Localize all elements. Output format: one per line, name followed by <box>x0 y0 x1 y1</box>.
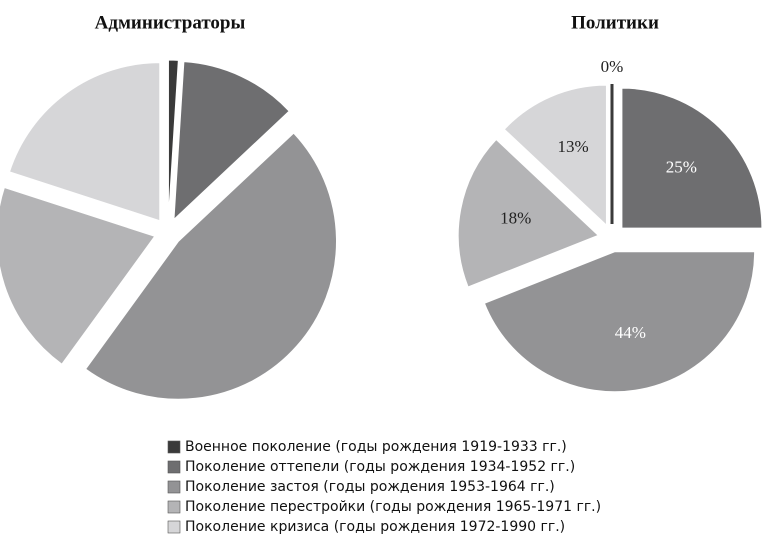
data-label: 44% <box>615 323 646 342</box>
legend-label: Поколение застоя (годы рождения 1953-196… <box>185 479 555 495</box>
legend-swatch <box>167 500 181 514</box>
pie-slice <box>8 62 161 222</box>
pie-slice <box>483 251 756 393</box>
pie-slice <box>457 138 600 288</box>
data-label: 13% <box>557 137 588 156</box>
pie-slice <box>621 87 763 229</box>
pie-slice <box>503 84 607 227</box>
data-label: 0% <box>601 57 624 76</box>
chart-title: Администраторы <box>95 12 246 33</box>
data-label: 18% <box>500 209 531 228</box>
pie-slice <box>0 186 156 365</box>
legend-swatch <box>167 520 181 534</box>
legend-label: Поколение кризиса (годы рождения 1972-19… <box>185 519 565 535</box>
legend-swatch <box>167 480 181 494</box>
data-label: 25% <box>666 158 697 177</box>
pie-slice <box>167 59 179 219</box>
chart-title: Политики <box>571 12 659 33</box>
legend-swatch <box>167 460 181 474</box>
pie-slice <box>84 132 337 400</box>
pie-slice <box>173 61 290 221</box>
legend-label: Поколение оттепели (годы рождения 1934-1… <box>185 459 575 475</box>
legend-label: Поколение перестройки (годы рождения 196… <box>185 499 601 515</box>
legend-swatch <box>167 440 181 454</box>
legend-label: Военное поколение (годы рождения 1919-19… <box>185 439 567 455</box>
